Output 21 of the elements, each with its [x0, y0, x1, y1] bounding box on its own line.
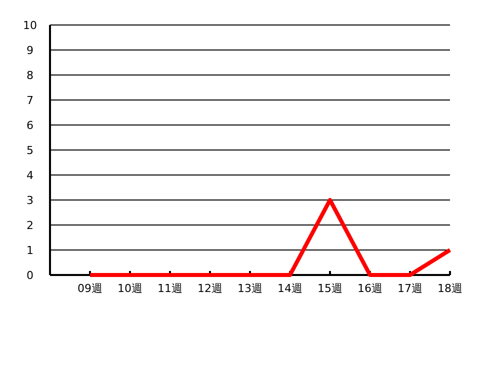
x-tick-label: 15週 — [318, 282, 342, 295]
y-tick-label: 2 — [26, 219, 34, 232]
y-tick-label: 10 — [23, 19, 37, 32]
y-tick-label: 9 — [26, 44, 34, 57]
y-tick-label: 4 — [26, 169, 34, 182]
x-tick-label: 10週 — [118, 282, 142, 295]
x-tick-label: 14週 — [278, 282, 302, 295]
x-tick-label: 16週 — [358, 282, 382, 295]
y-tick-label: 7 — [26, 94, 34, 107]
y-tick-label: 8 — [26, 69, 34, 82]
x-tick-label: 13週 — [238, 282, 262, 295]
x-tick-label: 18週 — [438, 282, 462, 295]
y-tick-label: 5 — [26, 144, 34, 157]
y-tick-label: 1 — [26, 244, 34, 257]
x-tick-label: 17週 — [398, 282, 422, 295]
y-tick-label: 6 — [26, 119, 34, 132]
x-tick-label: 12週 — [198, 282, 222, 295]
x-tick-label: 11週 — [158, 282, 182, 295]
x-tick-label: 09週 — [78, 282, 102, 295]
y-tick-label: 0 — [26, 269, 34, 282]
y-tick-label: 3 — [26, 194, 34, 207]
